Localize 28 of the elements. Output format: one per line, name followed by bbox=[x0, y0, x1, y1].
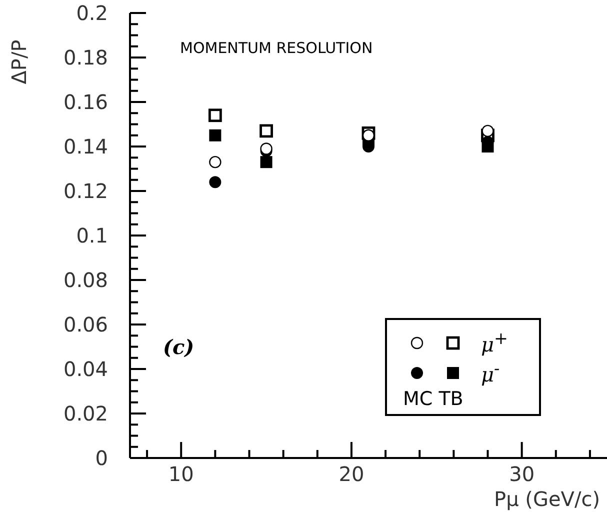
y-tick-label: 0.02 bbox=[63, 402, 108, 426]
y-tick-label: 0.06 bbox=[63, 312, 108, 336]
y-axis-title: ΔP/P bbox=[7, 40, 31, 84]
y-tick-label: 0.1 bbox=[76, 224, 108, 248]
x-tick-label: 10 bbox=[168, 462, 194, 486]
y-tick-label: 0.2 bbox=[76, 1, 108, 25]
y-tick-label: 0.16 bbox=[63, 90, 108, 114]
y-tick-label: 0.14 bbox=[63, 134, 108, 158]
y-tick-label: 0.04 bbox=[63, 357, 108, 381]
point bbox=[209, 129, 222, 142]
legend-label: μ$^{-}$ bbox=[481, 359, 500, 387]
point bbox=[260, 124, 273, 138]
y-tick-label: 0.18 bbox=[63, 46, 108, 70]
point bbox=[482, 124, 494, 138]
point bbox=[208, 108, 222, 122]
x-tick-label: 30 bbox=[509, 462, 535, 486]
point bbox=[362, 129, 375, 142]
x-axis-title: Pμ (GeV/c) bbox=[494, 487, 600, 511]
legend-title: MC TB bbox=[403, 388, 464, 410]
y-tick-label: 0.08 bbox=[63, 268, 108, 292]
point bbox=[260, 156, 272, 168]
y-tick-label: 0 bbox=[95, 446, 108, 470]
annotation: MOMENTUM RESOLUTION bbox=[180, 39, 373, 57]
point bbox=[209, 176, 222, 188]
x-tick-label: 20 bbox=[338, 462, 364, 486]
annotation: (c) bbox=[163, 335, 194, 359]
y-tick-label: 0.12 bbox=[63, 179, 108, 203]
legend-label: μ$^{+}$ bbox=[481, 329, 508, 357]
